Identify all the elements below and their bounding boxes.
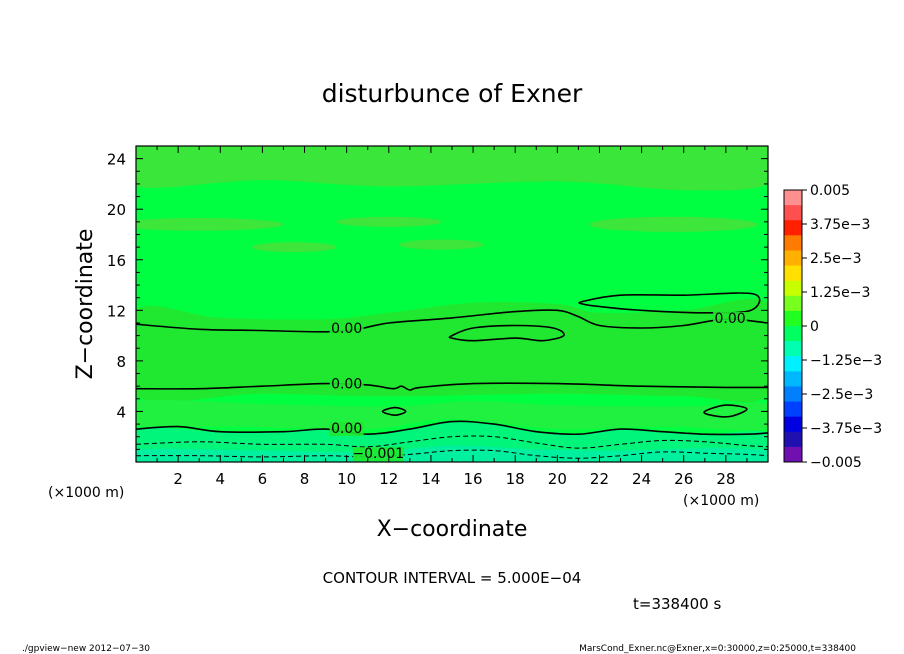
fill-region-3 (136, 400, 768, 431)
y-tick-label: 24 (107, 151, 126, 169)
colorbar-label: 3.75e−3 (810, 217, 870, 233)
x-tick-label: 20 (548, 470, 567, 488)
contour-label-1: 0.00 (714, 311, 745, 327)
x-axis-label: X−coordinate (377, 517, 528, 542)
colorbar-label: −2.5e−3 (810, 387, 873, 403)
footer-right: MarsCond_Exner.nc@Exner,x=0:30000,z=0:25… (579, 644, 856, 654)
contour-line-8 (136, 449, 768, 459)
x-tick-label: 22 (590, 470, 609, 488)
colorbar-swatch (784, 280, 802, 297)
fill-blob-0 (136, 218, 284, 231)
x-tick-label: 4 (215, 470, 225, 488)
y-tick-label: 20 (107, 201, 126, 219)
colorbar-label: 1.25e−3 (810, 285, 870, 301)
y-tick-label: 12 (107, 302, 126, 320)
contour-line-4 (381, 406, 407, 417)
contour-line-5 (703, 404, 748, 418)
colorbar-swatch (784, 326, 802, 342)
x-tick-label: 16 (464, 470, 483, 488)
x-unit-label-right: (×1000 m) (683, 493, 759, 509)
contour-line-7 (136, 435, 768, 449)
y-tick-label: 4 (116, 403, 126, 421)
contour-line-0 (136, 309, 768, 333)
x-tick-label: 2 (173, 470, 183, 488)
fill-blob-4 (251, 242, 337, 253)
colorbar-swatch (784, 386, 802, 403)
y-axis-label: Z−coordinate (73, 229, 98, 380)
contour-labels: 0.00 0.00 0.00 0.00 −0.001 (329, 311, 748, 462)
contour-label-4: −0.001 (352, 446, 404, 462)
x-tick-label: 8 (300, 470, 310, 488)
colorbar-label: −1.25e−3 (810, 353, 882, 369)
colorbar-swatch (784, 371, 802, 387)
contour-label-bg-4 (352, 447, 404, 462)
contour-label-bg-3 (329, 421, 364, 436)
contour-label-bg-1 (713, 311, 748, 326)
x-tick-label: 28 (716, 470, 735, 488)
colorbar-swatch (784, 446, 802, 463)
x-tick-label: 12 (379, 470, 398, 488)
x-tick-label: 26 (674, 470, 693, 488)
footer-left: ./gpview−new 2012−07−30 (22, 644, 150, 654)
contour-label-bg-2 (329, 377, 364, 392)
x-tick-label: 24 (632, 470, 651, 488)
contour-line-3 (136, 382, 768, 391)
colorbar-label: −3.75e−3 (810, 421, 882, 437)
colorbar-swatch (784, 341, 802, 357)
colorbar-swatch (784, 295, 802, 312)
colorbar-label: −0.005 (810, 455, 862, 471)
colorbar-label: 0 (810, 319, 819, 335)
contour-interval-text: CONTOUR INTERVAL = 5.000E−04 (323, 569, 582, 587)
colorbar: 0.005 3.75e−3 2.5e−3 1.25e−3 0 −1.25e−3 −2.5e−… (783, 183, 882, 471)
y-tick-label: 8 (116, 353, 126, 371)
contour-label-0: 0.00 (331, 321, 362, 337)
chart-title: disturbunce of Exner (322, 79, 583, 108)
colorbar-swatch (784, 416, 802, 433)
fill-region-1 (136, 298, 768, 403)
fill-blob-1 (336, 216, 442, 227)
colorbar-swatch (784, 265, 802, 282)
contour-label-3: 0.00 (331, 421, 362, 437)
contour-label-bg-0 (329, 322, 364, 337)
x-tick-label: 14 (421, 470, 440, 488)
colorbar-swatch (784, 250, 802, 267)
plot-fill (136, 146, 768, 462)
colorbar-swatch (784, 310, 802, 327)
colorbar-swatch (784, 401, 802, 418)
colorbar-swatch (784, 205, 802, 221)
x-tick-label: 18 (506, 470, 525, 488)
x-axis-ticks: 2 4 6 8 10 12 14 16 18 20 22 24 26 28 (135, 146, 769, 488)
colorbar-label: 0.005 (810, 183, 850, 199)
colorbar-label: 2.5e−3 (810, 251, 862, 267)
y-axis-ticks: 4 8 12 16 20 24 (107, 145, 768, 463)
colorbar-swatch (784, 235, 802, 251)
colorbar-swatch (784, 220, 802, 236)
x-tick-label: 6 (258, 470, 268, 488)
fill-region-5 (136, 445, 768, 462)
fill-blob-2 (588, 216, 758, 232)
contour-label-2: 0.00 (331, 377, 362, 393)
colorbar-swatch (784, 356, 802, 372)
contour-line-6 (136, 420, 768, 436)
colorbar-swatch (784, 431, 802, 448)
x-unit-label-left: (×1000 m) (48, 485, 124, 501)
fill-blob-3 (399, 239, 484, 250)
x-tick-label: 10 (337, 470, 356, 488)
fill-region-2 (136, 146, 768, 191)
contour-line-1 (448, 324, 565, 342)
colorbar-swatch (784, 190, 802, 206)
y-tick-label: 16 (107, 252, 126, 270)
time-text: t=338400 s (633, 595, 721, 613)
